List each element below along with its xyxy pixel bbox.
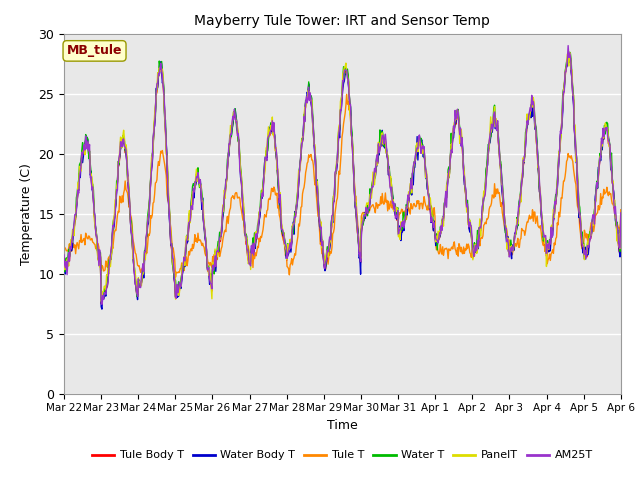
Text: MB_tule: MB_tule [67,44,122,58]
Title: Mayberry Tule Tower: IRT and Sensor Temp: Mayberry Tule Tower: IRT and Sensor Temp [195,14,490,28]
X-axis label: Time: Time [327,419,358,432]
Y-axis label: Temperature (C): Temperature (C) [20,163,33,264]
Legend: Tule Body T, Water Body T, Tule T, Water T, PanelT, AM25T: Tule Body T, Water Body T, Tule T, Water… [88,446,597,465]
